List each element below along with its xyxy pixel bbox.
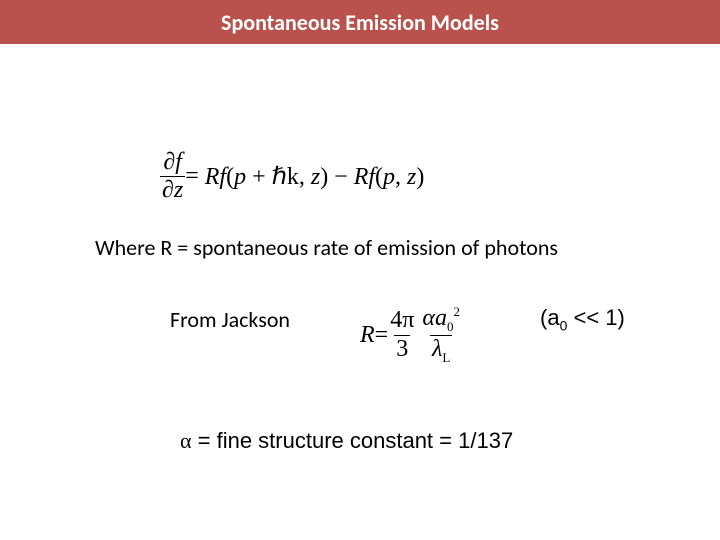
eq2-3: 3 <box>394 335 410 364</box>
eq1-rp2: ) <box>416 164 424 190</box>
eq1-Rf2: Rf <box>354 164 375 190</box>
eq1-comma2: , <box>395 164 407 190</box>
eq1-lp1: ( <box>226 164 234 190</box>
eq1-z2: z <box>407 164 416 190</box>
eq1-z: z <box>174 177 183 203</box>
equation-pde: ∂f ∂z = Rf(p + ℏk, z) − Rf(p, z) <box>160 149 424 204</box>
eq2-R: R <box>360 322 375 349</box>
eq1-lp2: ( <box>375 164 383 190</box>
eq1-p2: p <box>383 164 395 190</box>
slide-title: Spontaneous Emission Models <box>221 9 499 36</box>
alpha-symbol: α <box>180 428 192 453</box>
alpha-definition: α = fine structure constant = 1/137 <box>180 428 513 454</box>
eq2-a-sup: 2 <box>453 304 460 319</box>
eq1-p1: p <box>234 164 246 190</box>
condition-a0: (a0 << 1) <box>540 305 625 333</box>
where-line: Where R = spontaneous rate of emission o… <box>95 234 558 261</box>
eq2-lambda-sub: L <box>442 350 450 365</box>
eq1-z1: z <box>311 164 320 190</box>
eq1-hbar-k: ℏk <box>272 162 299 191</box>
eq1-d-top: ∂ <box>163 149 175 175</box>
eq1-rp-minus: ) − <box>320 164 354 190</box>
eq1-Rf1: Rf <box>205 164 226 190</box>
eq1-comma1: , <box>299 164 311 190</box>
eq2-frac2: αa02 λL <box>420 305 462 365</box>
equation-rate: R = 4π 3 αa02 λL <box>360 305 462 365</box>
eq2-frac1: 4π 3 <box>388 307 416 363</box>
alpha-text: = fine structure constant = 1/137 <box>192 428 514 453</box>
eq1-plus: + <box>246 164 272 190</box>
eq1-rhs: Rf(p + ℏk, z) − Rf(p, z) <box>205 162 425 191</box>
eq2-alpha-a: αa <box>422 305 447 331</box>
eq1-lhs-fraction: ∂f ∂z <box>160 149 185 204</box>
eq1-d-bot: ∂ <box>162 177 174 203</box>
eq1-f: f <box>175 149 182 175</box>
cond-right: << 1) <box>567 305 624 330</box>
eq2-4pi: 4π <box>388 307 416 335</box>
eq1-equals: = <box>185 163 199 190</box>
cond-left: (a <box>540 305 560 330</box>
from-jackson-label: From Jackson <box>170 306 290 333</box>
eq2-lambda: λ <box>432 336 442 362</box>
eq2-a-sub: 0 <box>447 319 454 334</box>
title-bar: Spontaneous Emission Models <box>0 0 720 44</box>
eq2-equals: = <box>375 322 389 349</box>
